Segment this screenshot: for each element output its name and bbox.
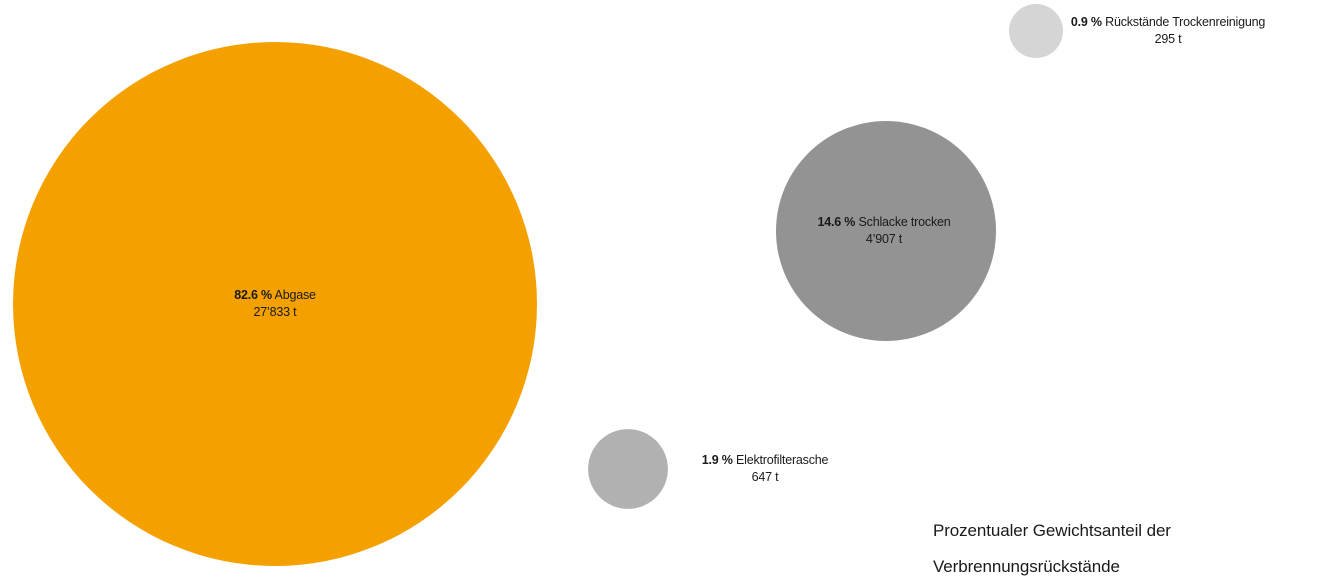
bubble-percent: 1.9 % xyxy=(701,453,733,467)
bubble-category-name: Rückstände Trockenreinigung xyxy=(1105,15,1266,29)
bubble-rückstände-trockenreinigung xyxy=(1009,4,1063,58)
chart-title-line-2: Verbrennungsrückstände xyxy=(933,557,1120,576)
bubble-percent: 14.6 % xyxy=(817,215,856,229)
bubble-label-rückstände-trockenreinigung: 0.9 % Rückstände Trockenreinigung 295 t xyxy=(1071,14,1265,48)
bubble-tonnes: 4’907 t xyxy=(865,232,903,246)
bubble-label-line-1: 14.6 % Schlacke trocken xyxy=(818,214,951,231)
bubble-elektrofilterasche xyxy=(588,429,668,509)
bubble-tonnes: 27’833 t xyxy=(253,305,297,319)
bubble-category-name: Elektrofilterasche xyxy=(735,453,829,467)
bubble-percent: 0.9 % xyxy=(1070,15,1102,29)
bubble-abgase xyxy=(13,42,537,566)
bubble-schlacke-trocken xyxy=(776,121,996,341)
bubble-category-name: Schlacke trocken xyxy=(858,215,951,229)
bubble-tonnes: 295 t xyxy=(1154,32,1182,46)
bubble-label-abgase: 82.6 % Abgase 27’833 t xyxy=(234,287,316,321)
bubble-label-elektrofilterasche: 1.9 % Elektrofilterasche 647 t xyxy=(702,452,829,486)
bubble-label-line-1: 82.6 % Abgase xyxy=(234,287,316,304)
bubble-label-schlacke-trocken: 14.6 % Schlacke trocken 4’907 t xyxy=(818,214,951,248)
bubble-label-line-1: 0.9 % Rückstände Trockenreinigung xyxy=(1071,14,1265,31)
chart-title-line-1: Prozentualer Gewichtsanteil der xyxy=(933,521,1171,540)
bubble-tonnes: 647 t xyxy=(751,470,779,484)
chart-title: Prozentualer Gewichtsanteil der Verbrenn… xyxy=(933,513,1333,585)
bubble-category-name: Abgase xyxy=(274,288,316,302)
bubble-percent: 82.6 % xyxy=(234,288,272,302)
bubble-label-line-1: 1.9 % Elektrofilterasche xyxy=(702,452,829,469)
